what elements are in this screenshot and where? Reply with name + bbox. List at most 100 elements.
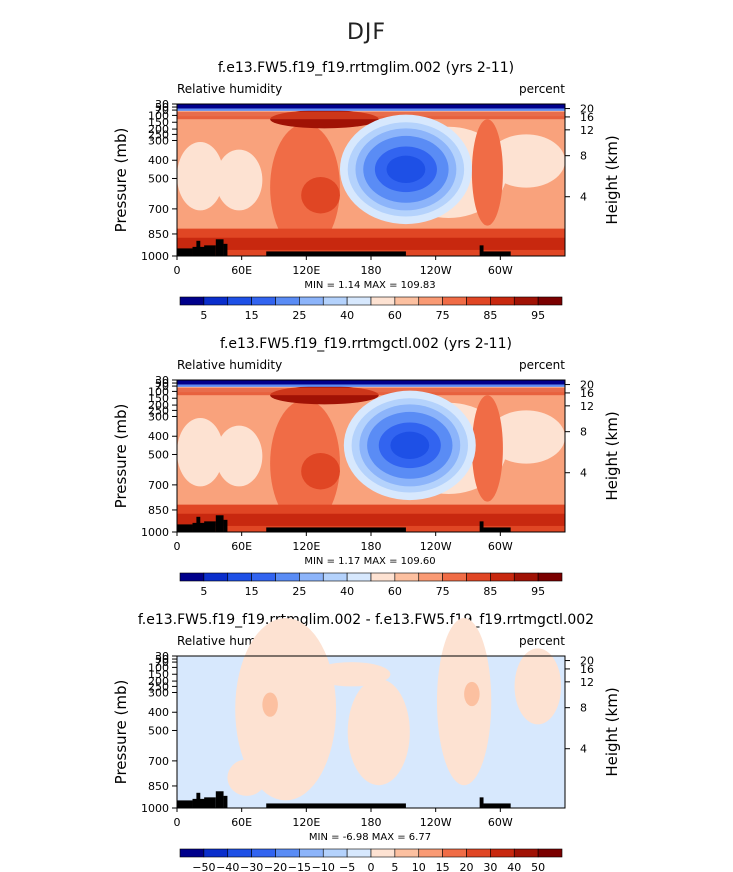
y-tick-label: 1000 [141,802,169,815]
y-tick-label: 150 [148,668,169,681]
colorbar-swatch [537,296,563,306]
y-tick-label: 500 [148,448,169,461]
x-tick-label: 60E [231,816,252,829]
colorbar-swatch [490,296,515,306]
panel-title: f.e13.FW5.f19_f19.rrtmglim.002 (yrs 2-11… [218,60,514,76]
y-tick-label: 100 [148,109,169,122]
colorbar-label: −30 [240,861,263,872]
x-tick-label: 60E [231,540,252,553]
y-tick-label: 70 [155,380,169,393]
colorbar-swatch [275,572,300,582]
colorbar-swatch [490,572,515,582]
y-tick-label: 30 [155,374,169,387]
colorbar-swatch [490,848,515,858]
colorbar-swatch [513,848,539,858]
colorbar-label: −5 [339,861,355,872]
colorbar-swatch [275,848,300,858]
colorbar-swatch [179,572,205,582]
y2-tick-label: 12 [580,676,594,689]
y-tick-label: 850 [148,504,169,517]
y2-tick-label: 4 [580,743,587,756]
field-red-core [301,452,340,490]
colorbar-swatch [370,296,396,306]
colorbar-swatch [346,296,372,306]
colorbar: −50 −40 −30 −20 −15 −10 −5 0 5 10 15 20 30 40 50 [179,848,563,872]
y2-tick-label: 4 [580,191,587,204]
colorbar-label: 0 [368,861,375,872]
terrain-block [483,527,511,532]
colorbar-label: 30 [483,861,497,872]
colorbar-label: 50 [531,861,545,872]
contour-field [177,618,565,808]
terrain-block [215,239,224,256]
right-label: percent [519,82,565,96]
x-tick-label: 180 [361,816,382,829]
x-tick-label: 180 [361,540,382,553]
colorbar-label: 40 [340,585,354,598]
field-light-patch [487,134,565,188]
y-tick-label: 1000 [141,250,169,263]
colorbar-swatch [227,848,252,858]
y-tick-label: 30 [155,650,169,663]
colorbar-swatch [322,296,348,306]
colorbar-label: 20 [460,861,474,872]
y2-axis-title: Height (km) [603,411,621,500]
colorbar-label: 60 [388,585,402,598]
colorbar-swatch [275,296,300,306]
colorbar-swatch [442,572,467,582]
x-tick-label: 0 [174,816,181,829]
colorbar-swatch [418,848,443,858]
colorbar-label: 10 [412,861,426,872]
field-positive-core [464,681,480,707]
y2-tick-label: 16 [580,387,594,400]
colorbar-label: 60 [388,309,402,322]
terrain-block [177,524,193,532]
x-tick-label: 60W [488,540,513,553]
colorbar-swatch [346,572,372,582]
y-tick-label: 250 [148,128,169,141]
terrain-block [223,519,228,532]
y-axis-title: Pressure (mb) [112,128,130,233]
x-tick-label: 120W [420,264,452,277]
y-tick-label: 200 [148,675,169,688]
field-positive-patch [436,618,492,786]
colorbar-swatch [537,572,563,582]
y2-tick-label: 20 [580,379,594,392]
x-tick-label: 180 [361,264,382,277]
y-tick-label: 700 [148,755,169,768]
topography [177,791,511,808]
field-light-patch [177,418,224,487]
terrain-block [177,248,193,256]
colorbar-swatch [370,848,396,858]
y2-tick-label: 4 [580,467,587,480]
y-tick-label: 70 [155,104,169,117]
colorbar-swatch [322,572,348,582]
y-tick-label: 300 [148,134,169,147]
colorbar-swatch [299,848,324,858]
left-label: Relative humidity [177,82,282,96]
colorbar-swatch [466,296,491,306]
colorbar-swatch [203,848,229,858]
colorbar-swatch [418,296,443,306]
colorbar-swatch [203,296,229,306]
x-tick-label: 120E [292,540,320,553]
y-tick-label: 500 [148,724,169,737]
terrain-block [204,245,216,256]
colorbar-swatch [299,572,324,582]
colorbar-label: 85 [483,585,497,598]
colorbar-label: 5 [391,861,398,872]
right-label: percent [519,634,565,648]
field-stratosphere [177,380,565,385]
panel-1: f.e13.FW5.f19_f19.rrtmglim.002 (yrs 2-11… [112,60,621,322]
colorbar-swatch [418,572,443,582]
figure-super-title: DJF [346,20,387,45]
contour-field [177,104,565,256]
y-tick-label: 100 [148,661,169,674]
colorbar-label: −20 [264,861,287,872]
terrain-block [479,521,484,532]
colorbar-swatch [346,848,372,858]
terrain-block [483,251,511,256]
colorbar: 5 15 25 40 60 75 85 95 [179,572,563,598]
colorbar-swatch [466,572,491,582]
